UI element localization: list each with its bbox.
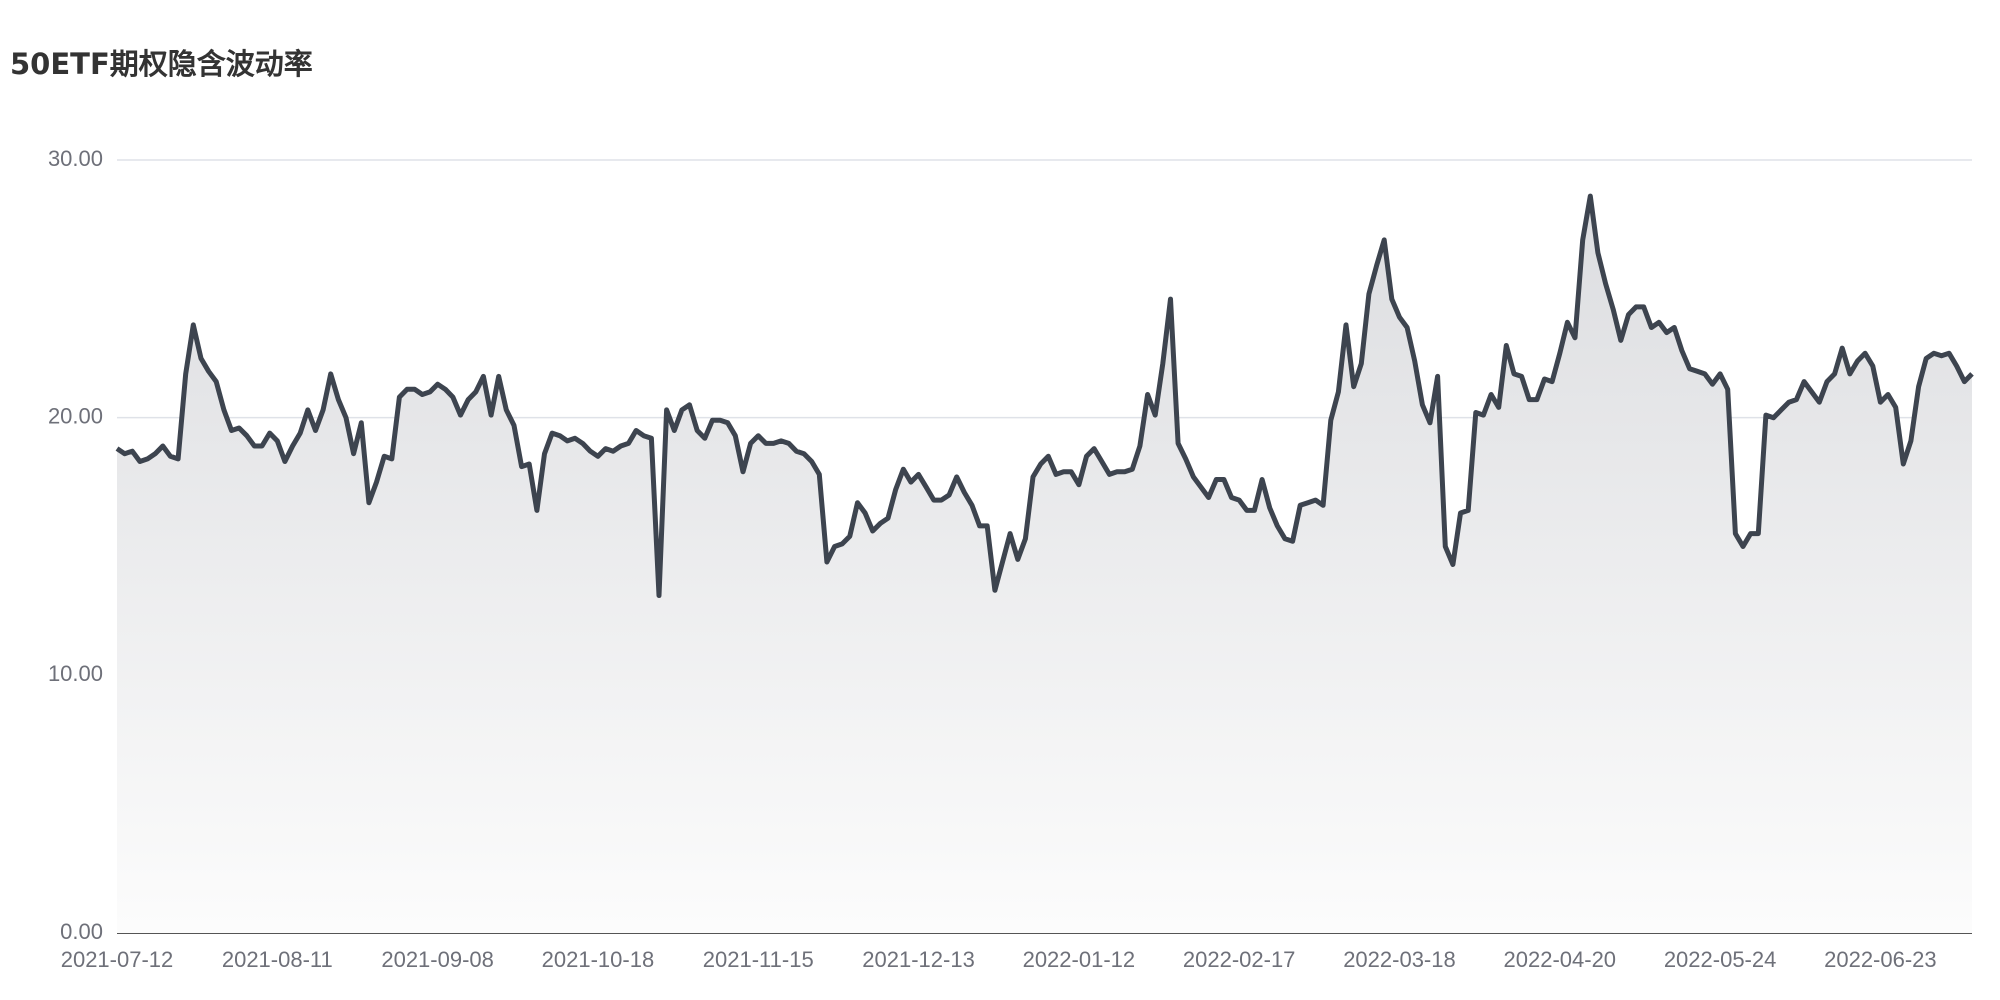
x-tick-label: 2022-06-23 [1824,947,1937,972]
y-tick-label: 20.00 [48,403,103,428]
x-tick-label: 2022-05-24 [1664,947,1777,972]
area [117,196,1972,934]
line [115,193,1974,598]
y-tick-label: 30.00 [48,146,103,171]
x-tick-label: 2021-09-08 [381,947,494,972]
y-tick-label: 0.00 [60,919,103,944]
x-tick-label: 2021-10-18 [542,947,655,972]
x-tick-label: 2022-01-12 [1023,947,1136,972]
x-tick-label: 2021-07-12 [61,947,174,972]
x-tick-label: 2022-04-20 [1504,947,1617,972]
x-tick-label: 2022-03-18 [1343,947,1456,972]
x-tick-label: 2022-02-17 [1183,947,1296,972]
x-tick-label: 2021-08-11 [222,947,333,972]
x-tick-label: 2021-11-15 [703,947,814,972]
x-tick-label: 2021-12-13 [862,947,975,972]
y-tick-label: 10.00 [48,661,103,686]
chart-title: 50ETF期权隐含波动率 [10,47,313,81]
